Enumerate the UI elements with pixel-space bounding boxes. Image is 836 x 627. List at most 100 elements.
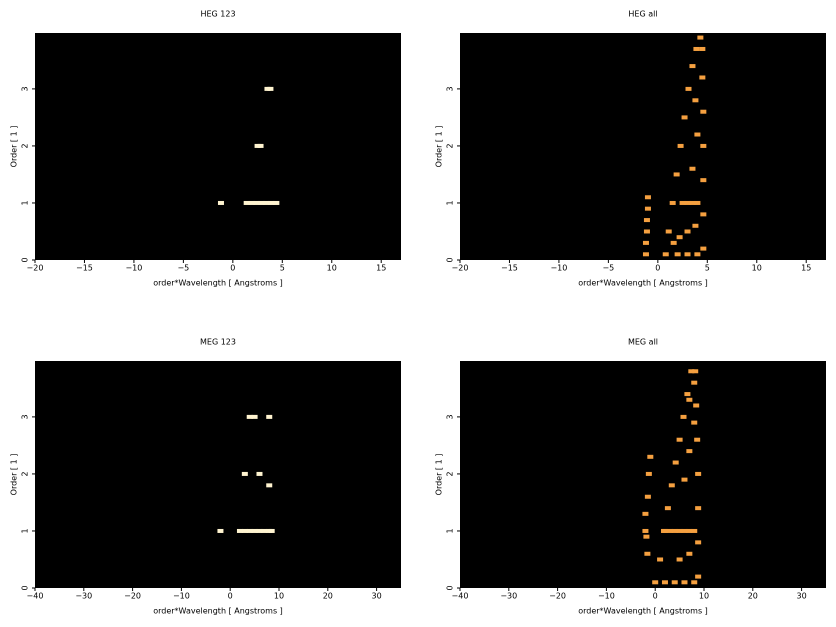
pixel [246, 414, 253, 419]
pixel [647, 454, 654, 459]
x-tick-label: −10 [550, 264, 567, 273]
y-tick-label: 2 [21, 471, 30, 476]
pixel [642, 252, 649, 257]
pixel [700, 109, 707, 114]
x-tick-label: −10 [598, 592, 615, 601]
pixel [652, 580, 659, 585]
x-axis-label: order*Wavelength [ Angstroms ] [578, 279, 708, 288]
pixel [700, 246, 707, 251]
pixel [642, 240, 649, 245]
x-tick-label: −5 [177, 264, 189, 273]
pixel [680, 414, 687, 419]
pixel [666, 528, 673, 533]
pixel [668, 483, 675, 488]
pixel [684, 392, 691, 397]
pixel [241, 471, 248, 476]
pixel [673, 172, 680, 177]
pixel [677, 143, 684, 148]
y-tick-label: 2 [21, 143, 30, 148]
pixel [688, 369, 695, 374]
pixel [684, 200, 691, 205]
pixel [661, 580, 668, 585]
y-axis-label: Order [ 1 ] [10, 126, 19, 168]
x-tick-label: −15 [501, 264, 518, 273]
y-tick-label: 1 [21, 200, 30, 205]
y-tick-label: 1 [446, 528, 455, 533]
pixel [644, 195, 651, 200]
pixel [694, 200, 701, 205]
pixel [697, 35, 704, 40]
y-tick-label: 1 [446, 200, 455, 205]
pixel [643, 218, 650, 223]
pixel [681, 528, 688, 533]
pixel [661, 528, 668, 533]
pixel [681, 477, 688, 482]
chart-title: MEG 123 [200, 338, 236, 347]
pixel [686, 449, 693, 454]
x-tick-label: −5 [602, 264, 614, 273]
pixel [699, 75, 706, 80]
pixel [267, 86, 274, 91]
pixel [671, 580, 678, 585]
pixel [266, 414, 273, 419]
pixel [644, 206, 651, 211]
pixel [268, 200, 275, 205]
plot-area [460, 361, 826, 588]
pixel [266, 483, 273, 488]
y-axis-label: Order [ 1 ] [10, 454, 19, 496]
pixel [273, 200, 280, 205]
pixel [676, 557, 683, 562]
pixel [251, 414, 258, 419]
pixel [263, 200, 270, 205]
pixel [643, 229, 650, 234]
y-tick-label: 2 [446, 471, 455, 476]
x-tick-label: 30 [372, 592, 382, 601]
pixel [692, 98, 699, 103]
x-tick-label: −40 [27, 592, 44, 601]
pixel [248, 200, 255, 205]
x-tick-label: −15 [76, 264, 93, 273]
pixel [671, 528, 678, 533]
pixel [645, 471, 652, 476]
pixel [674, 252, 681, 257]
plot-area [460, 33, 826, 260]
pixel [664, 506, 671, 511]
pixel [642, 528, 649, 533]
x-tick-label: −20 [549, 592, 566, 601]
plot-area [35, 33, 401, 260]
pixel [251, 528, 258, 533]
y-tick-label: 2 [446, 143, 455, 148]
x-tick-label: 30 [797, 592, 807, 601]
pixel [689, 200, 696, 205]
y-tick-label: 3 [21, 86, 30, 91]
pixel [681, 580, 688, 585]
pixel [236, 528, 243, 533]
pixel [258, 200, 265, 205]
y-tick-label: 0 [21, 257, 30, 262]
pixel [253, 200, 260, 205]
pixel [700, 178, 707, 183]
pixel [694, 437, 701, 442]
pixel [246, 528, 253, 533]
x-tick-label: 15 [801, 264, 811, 273]
pixel [695, 471, 702, 476]
x-tick-label: 10 [752, 264, 762, 273]
pixel [691, 580, 698, 585]
x-tick-label: −20 [27, 264, 44, 273]
pixel [689, 64, 696, 69]
y-tick-label: 0 [21, 585, 30, 590]
pixel [694, 252, 701, 257]
y-tick-label: 0 [446, 585, 455, 590]
pixel [684, 229, 691, 234]
y-axis-label: Order [ 1 ] [435, 126, 444, 168]
chart-title: HEG all [628, 10, 657, 19]
pixel [676, 528, 683, 533]
pixel [700, 143, 707, 148]
pixel [243, 200, 250, 205]
x-tick-label: −40 [452, 592, 469, 601]
x-axis-label: order*Wavelength [ Angstroms ] [578, 607, 708, 616]
y-axis-label: Order [ 1 ] [435, 454, 444, 496]
x-tick-label: −20 [124, 592, 141, 601]
x-tick-label: 0 [230, 264, 235, 273]
x-tick-label: 10 [699, 592, 709, 601]
